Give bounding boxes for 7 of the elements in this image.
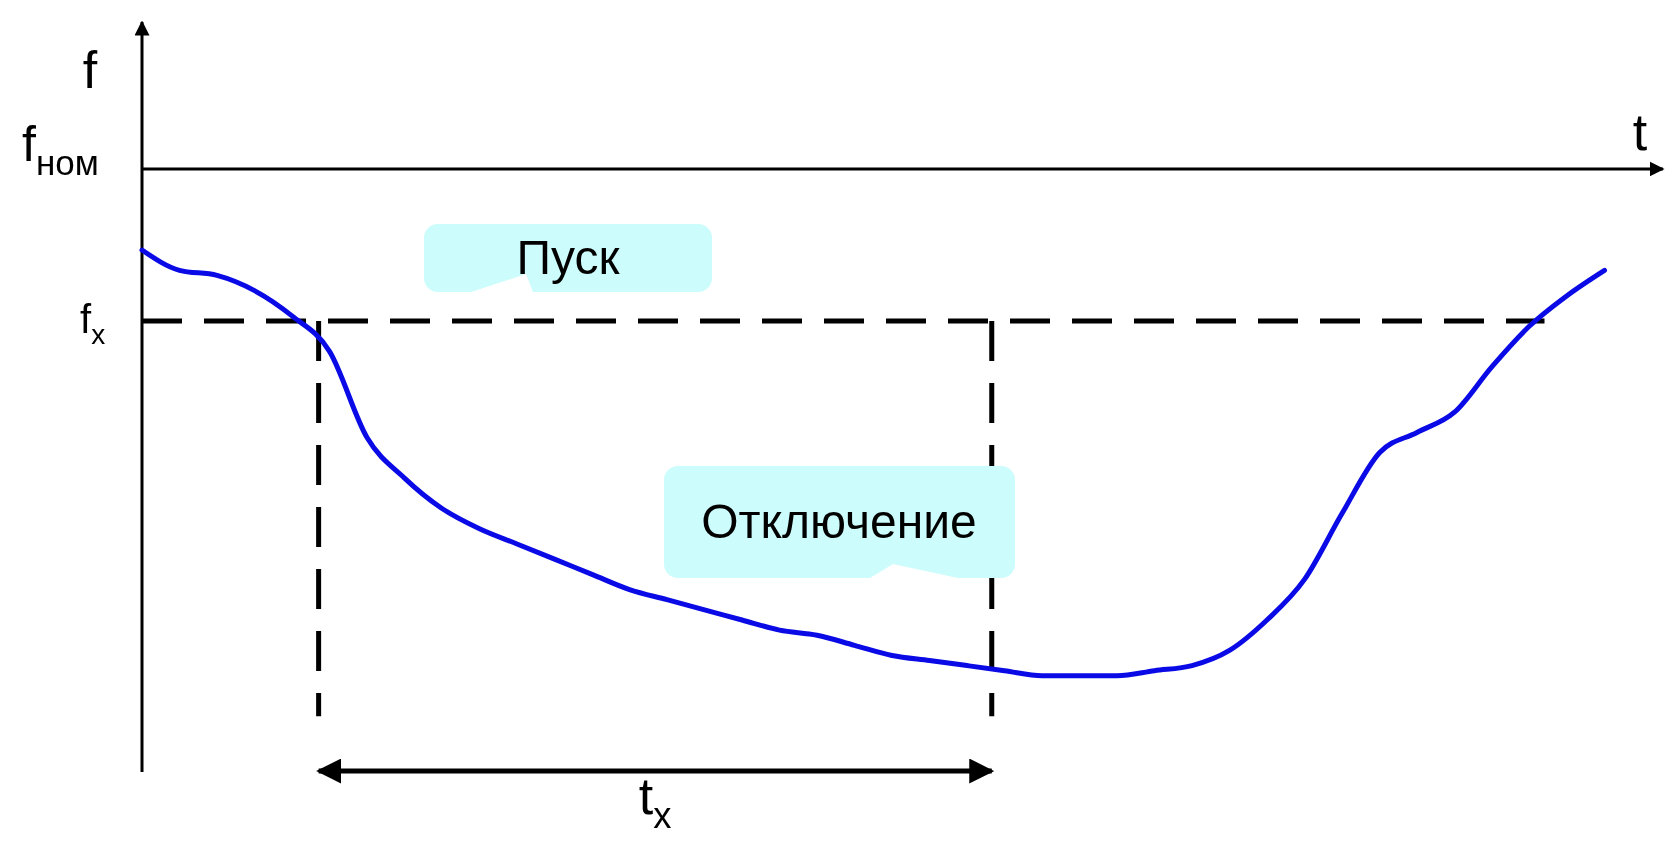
annotation: Пуск xyxy=(516,231,621,284)
x-axis-title: t xyxy=(1632,103,1648,161)
y-axis-title: f xyxy=(82,41,98,99)
text: f$_{ном}$ xyxy=(22,115,99,182)
ref-line-label: f$_{x}$ xyxy=(80,296,106,351)
text: t$_{x}$ xyxy=(638,767,672,837)
annotation: Отключение xyxy=(701,495,977,548)
